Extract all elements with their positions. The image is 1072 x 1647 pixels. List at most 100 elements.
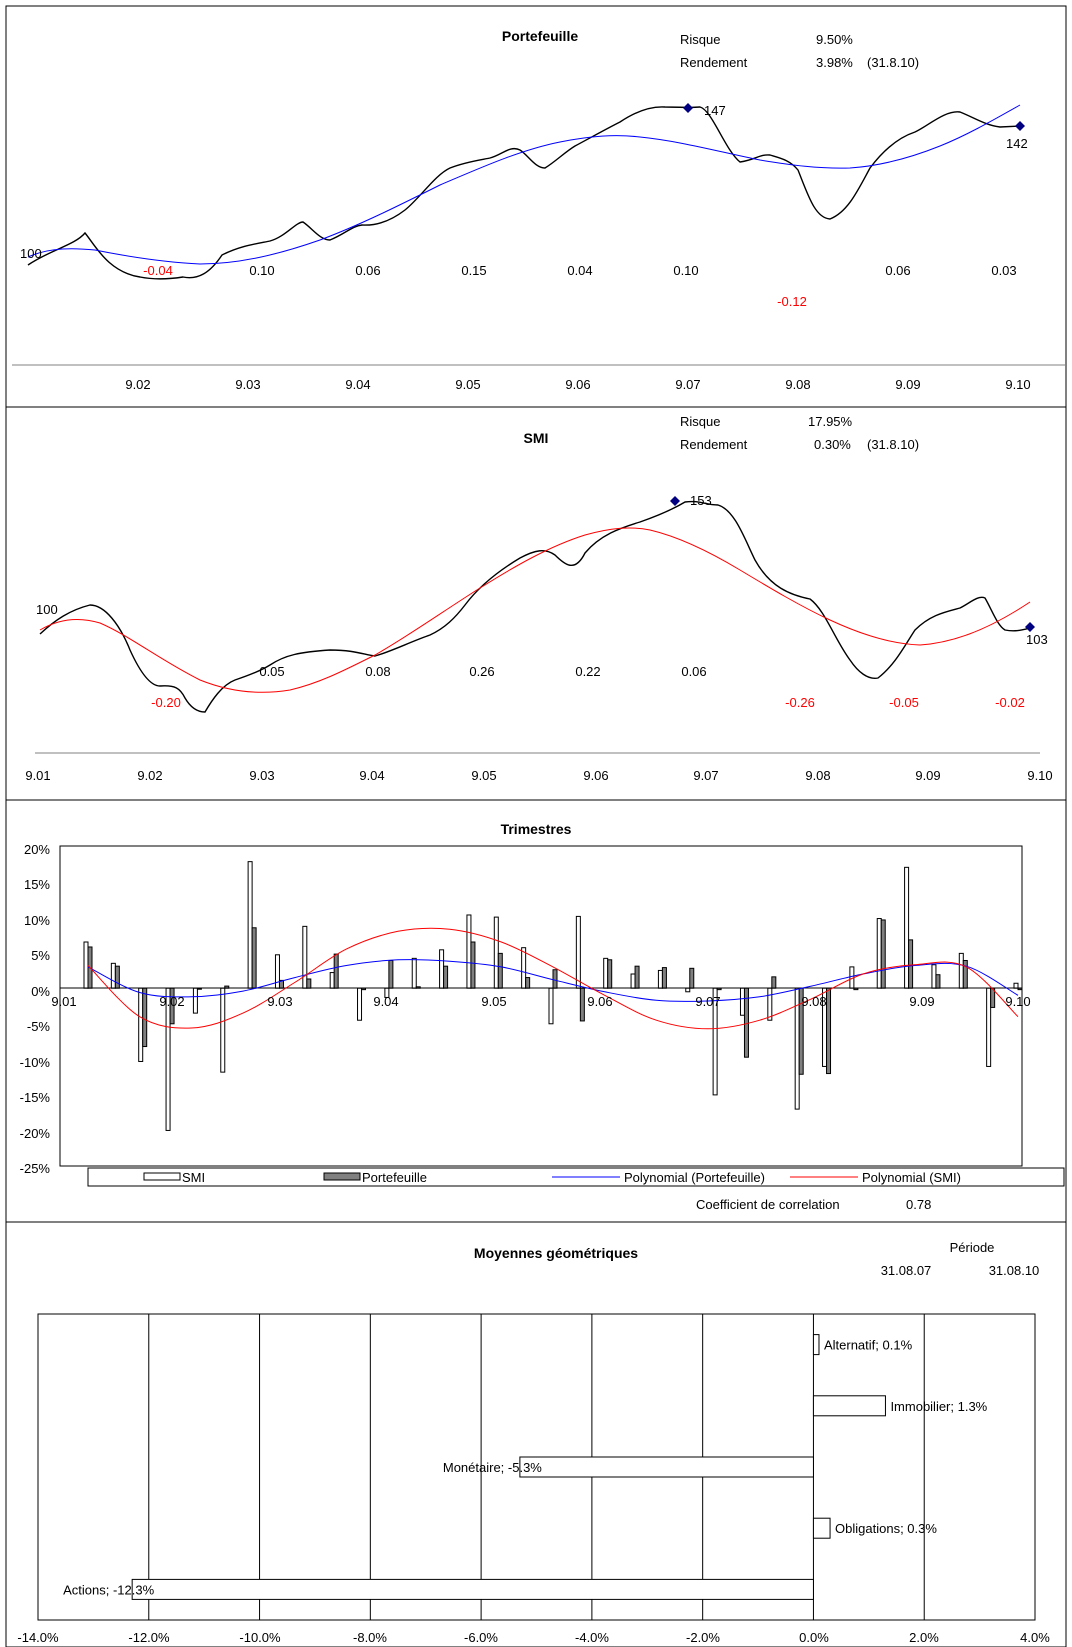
portefeuille-bar — [306, 978, 312, 989]
panel-portefeuille: Portefeuille Risque 9.50% Rendement 3.98… — [12, 28, 1065, 392]
p3-ytick: -10% — [20, 1055, 51, 1070]
smi-bar — [767, 987, 773, 1021]
corr-value: 0.78 — [906, 1197, 931, 1212]
p1-marker-label-end: 142 — [1006, 136, 1028, 151]
portefeuille-bar — [771, 976, 777, 989]
p3-xtick: 9.09 — [909, 994, 934, 1009]
portefeuille-line — [27, 106, 1021, 280]
smi-bar — [165, 987, 171, 1131]
smi-bar — [685, 987, 691, 993]
panel-smi: SMI Risque 17.95% Rendement 0.30% (31.8.… — [25, 414, 1052, 783]
p1-annotation: 0.15 — [461, 263, 486, 278]
p2-annotation: 0.05 — [259, 664, 284, 679]
p1-marker-peak — [683, 103, 693, 113]
trimestres-title: Trimestres — [501, 821, 572, 837]
p2-risk-value: 17.95% — [808, 414, 853, 429]
portefeuille-bar — [579, 987, 585, 1022]
p1-xtick: 9.10 — [1005, 377, 1030, 392]
p1-xtick: 9.09 — [895, 377, 920, 392]
smi-bar — [575, 915, 581, 989]
p4-xtick: -10.0% — [239, 1630, 281, 1645]
p2-return-value: 0.30% — [814, 437, 851, 452]
portefeuille-bar — [251, 927, 257, 989]
smi-bar — [83, 941, 89, 989]
p3-legend: SMI Portefeuille Polynomial (Portefeuill… — [87, 1167, 1065, 1187]
p3-ytick: -20% — [20, 1126, 51, 1141]
p2-annotation: -0.05 — [889, 695, 919, 710]
smi-bar — [220, 987, 226, 1073]
p1-marker-label-peak: 147 — [704, 103, 726, 118]
p1-marker-label-start: 100 — [20, 246, 42, 261]
panel-moyennes-border — [5, 1221, 1067, 1647]
p3-ytick: -25% — [20, 1161, 51, 1176]
smi-bar — [876, 918, 882, 989]
smi-bar — [630, 973, 636, 989]
p4-x-ticks: -14.0% -12.0% -10.0% -8.0% -6.0% -4.0% -… — [17, 1630, 1050, 1645]
p4-bar — [812, 1395, 886, 1417]
smi-bar — [1013, 982, 1019, 989]
p3-xtick: 9.04 — [373, 994, 398, 1009]
portefeuille-bar — [661, 967, 667, 989]
p2-return-date: (31.8.10) — [867, 437, 919, 452]
legend-swatch-smi — [143, 1172, 181, 1181]
p2-xtick: 9.03 — [249, 768, 274, 783]
p2-xtick: 9.07 — [693, 768, 718, 783]
p1-annotation: 0.03 — [991, 263, 1016, 278]
smi-bar — [958, 952, 964, 989]
smi-line — [39, 500, 1031, 713]
p4-xtick: 2.0% — [909, 1630, 939, 1645]
smi-bar — [247, 861, 253, 989]
p1-xtick: 9.07 — [675, 377, 700, 392]
p2-xtick: 9.06 — [583, 768, 608, 783]
p3-xtick: 9.06 — [587, 994, 612, 1009]
p1-annotation: -0.04 — [143, 263, 173, 278]
smi-bar — [439, 949, 445, 989]
smi-bar — [466, 914, 472, 989]
portefeuille-bar — [826, 987, 832, 1075]
p2-annotations: -0.20 0.05 0.08 0.26 0.22 0.06 -0.26 -0.… — [151, 664, 1025, 710]
p3-ytick: -15% — [20, 1090, 51, 1105]
p4-xtick: -12.0% — [128, 1630, 170, 1645]
smi-bar — [411, 957, 417, 989]
p1-xtick: 9.02 — [125, 377, 150, 392]
portefeuille-bar — [880, 919, 886, 989]
p4-bar-labels: Alternatif; 0.1% Immobilier; 1.3% Monéta… — [63, 1338, 988, 1598]
panel-moyennes: Moyennes géométriques Période 31.08.07 3… — [17, 1240, 1050, 1645]
p1-risk-value: 9.50% — [816, 32, 853, 47]
period-start: 31.08.07 — [881, 1263, 932, 1278]
portefeuille-bar — [114, 965, 120, 989]
p4-xtick: -8.0% — [353, 1630, 387, 1645]
p2-xtick: 9.01 — [25, 768, 50, 783]
p3-ytick: 0% — [31, 984, 50, 999]
p4-xtick: -4.0% — [575, 1630, 609, 1645]
portefeuille-trend — [27, 104, 1021, 265]
p4-bar — [812, 1334, 820, 1356]
p4-xtick: 4.0% — [1020, 1630, 1050, 1645]
p4-bar — [131, 1578, 814, 1600]
portefeuille-bar — [908, 939, 914, 989]
p4-xtick: -6.0% — [464, 1630, 498, 1645]
p1-annotation: 0.10 — [673, 263, 698, 278]
p2-annotation: 0.06 — [681, 664, 706, 679]
p1-marker-end — [1015, 121, 1025, 131]
p4-xtick: 0.0% — [799, 1630, 829, 1645]
p2-annotation: 0.26 — [469, 664, 494, 679]
p2-annotation: 0.22 — [575, 664, 600, 679]
p2-annotation: -0.20 — [151, 695, 181, 710]
p3-xtick: 9.10 — [1005, 994, 1030, 1009]
p4-bar — [519, 1456, 814, 1478]
p4-bar — [812, 1517, 831, 1539]
p4-xtick: -14.0% — [17, 1630, 59, 1645]
smi-bar — [274, 954, 280, 989]
p4-plot-area — [37, 1313, 1036, 1621]
smi-bar — [739, 987, 745, 1016]
p1-annotation: -0.12 — [777, 294, 807, 309]
panel-trimestres-border — [5, 799, 1067, 1223]
p3-plot-area — [59, 845, 1023, 1167]
p3-xtick: 9.07 — [695, 994, 720, 1009]
p4-bar-label: Actions; -12.3% — [63, 1582, 154, 1597]
p1-annotation: 0.06 — [355, 263, 380, 278]
smi-bar — [329, 972, 335, 989]
smi-bar — [302, 925, 308, 989]
